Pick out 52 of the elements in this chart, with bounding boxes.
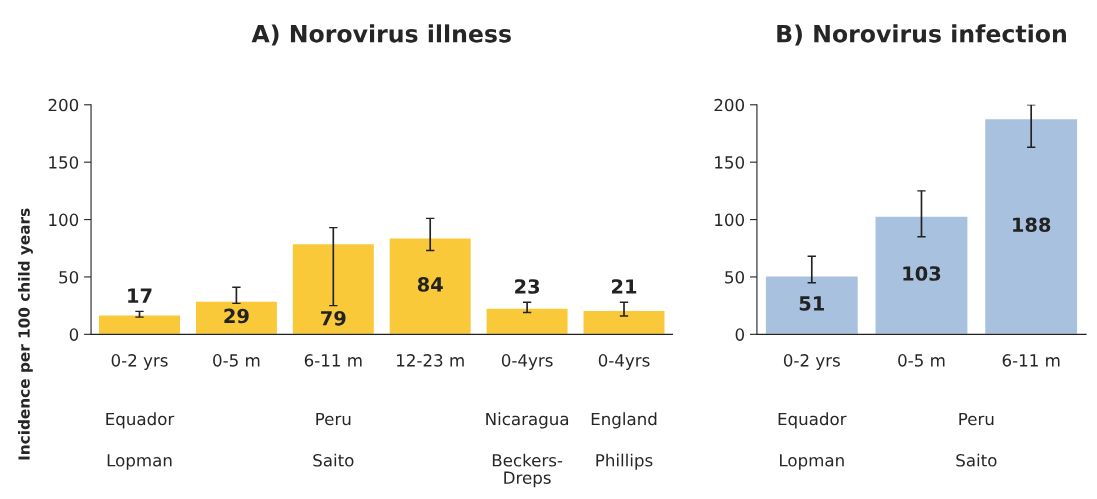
data-label: 29 [224, 308, 249, 324]
data-label: 21 [612, 279, 637, 294]
bar [97, 314, 182, 335]
text: Saito [313, 453, 354, 467]
text: England [591, 412, 657, 429]
text: Beckers- Dreps [492, 453, 563, 488]
data-label: 188 [1013, 217, 1051, 233]
x-tick-label: 6-11 m [1002, 354, 1060, 367]
data-label: 17 [128, 288, 152, 303]
y-tick-label: 50 [59, 270, 79, 284]
text: Lopman [107, 454, 172, 470]
text: Nicaragua [486, 412, 569, 429]
y-tick-label: 150 [715, 156, 745, 169]
bar [388, 237, 473, 335]
bar [983, 117, 1079, 335]
x-tick-label: 0-4yrs [501, 354, 553, 370]
x-tick-label: 0-5 m [898, 354, 945, 367]
x-tick-label: 0-2 yrs [783, 354, 840, 370]
y-tick-label: 100 [715, 213, 745, 227]
x-tick-label: 0-2 yrs [111, 354, 168, 370]
x-tick-label: 6-11 m [304, 354, 362, 367]
bar [291, 242, 376, 335]
chart-title: A) Norovirus illness [251, 24, 511, 46]
text: Phillips [596, 453, 653, 470]
text: Saito [956, 453, 997, 467]
text: Peru [959, 412, 994, 426]
y-tick-label: 100 [49, 213, 79, 227]
bar [874, 215, 969, 335]
y-tick-label: 0 [735, 328, 745, 341]
chart-title: B) Norovirus infection [777, 24, 1066, 46]
y-tick-label: 200 [714, 98, 745, 112]
x-tick-label: 0-5 m [213, 354, 260, 367]
y-tick-label: 150 [49, 156, 79, 169]
bar [194, 300, 279, 335]
data-label: 84 [417, 277, 443, 292]
x-tick-label: 12-23 m [397, 354, 464, 367]
y-axis-title: Incidence per 100 child years [18, 208, 33, 460]
text: Equador [778, 412, 847, 429]
bar [582, 309, 666, 335]
y-tick-label: 200 [48, 98, 79, 112]
x-tick-label: 0-4yrs [598, 354, 650, 370]
text: Peru [316, 412, 351, 426]
y-tick-label: 0 [69, 328, 79, 341]
text: Lopman [780, 454, 844, 470]
data-label: 103 [903, 266, 941, 281]
text: Equador [106, 412, 175, 429]
bar [485, 307, 569, 335]
bar [764, 275, 860, 335]
y-tick-label: 50 [725, 270, 745, 284]
data-label: 51 [799, 296, 824, 311]
data-label: 23 [515, 279, 540, 294]
data-label: 79 [321, 310, 346, 326]
